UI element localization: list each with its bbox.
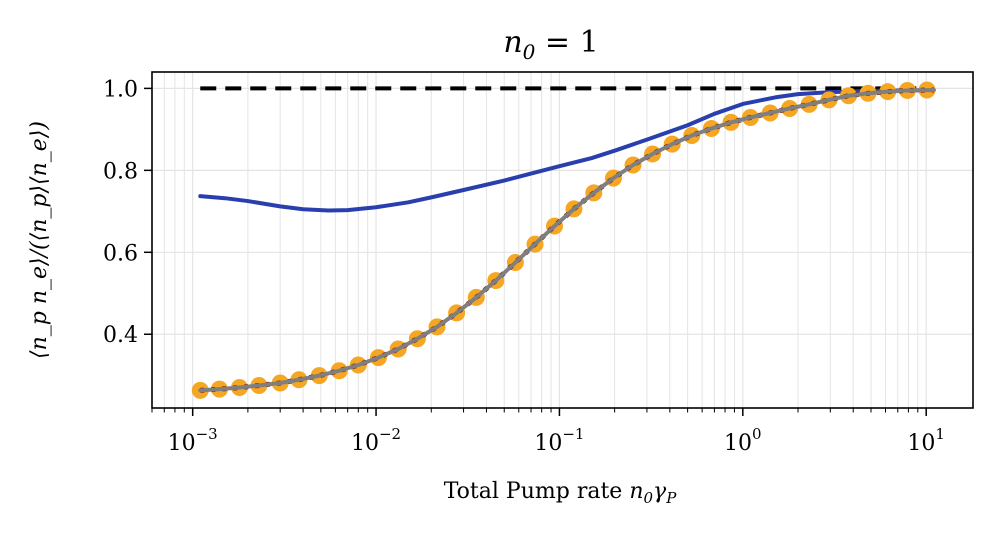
x-tick-label: 10−1 xyxy=(534,425,584,456)
axes-frame xyxy=(151,71,974,409)
grid-lines xyxy=(151,72,973,408)
x-tick-label: 10−2 xyxy=(351,425,401,456)
x-axis-label-text: Total Pump rate xyxy=(444,479,630,504)
x-tick-label: 100 xyxy=(724,425,762,456)
x-tick-label: 101 xyxy=(907,425,945,456)
x-axis-label-n-sub: 0 xyxy=(643,489,653,507)
x-axis-label-gamma: γ xyxy=(653,479,667,504)
title-n: n xyxy=(503,25,522,60)
axis-ticks: 0.4 0.6 0.8 1.0 10−3 10−2 10−1 100 101 xyxy=(103,77,945,456)
x-tick-label: 10−3 xyxy=(168,425,218,456)
x-axis-label: Total Pump rate n0γP xyxy=(444,479,677,507)
y-tick-label: 0.8 xyxy=(103,159,138,184)
title-rest: = 1 xyxy=(535,25,598,60)
y-tick-label: 1.0 xyxy=(103,77,138,102)
title-sub: 0 xyxy=(523,40,536,64)
x-axis-label-gamma-sub: P xyxy=(665,489,677,507)
x-axis-label-n: n xyxy=(629,479,643,504)
plot-area xyxy=(191,81,936,399)
series-line-gray xyxy=(198,88,936,393)
series-line-darkred-dotted xyxy=(200,87,934,393)
series-line-blue xyxy=(198,88,936,213)
chart-title: n0 = 1 xyxy=(503,25,598,64)
y-tick-label: 0.4 xyxy=(103,323,138,348)
y-axis-label: ⟨n_p n_e⟩/(⟨n_p⟩⟨n_e⟩) xyxy=(27,121,52,359)
y-tick-label: 0.6 xyxy=(103,241,138,266)
